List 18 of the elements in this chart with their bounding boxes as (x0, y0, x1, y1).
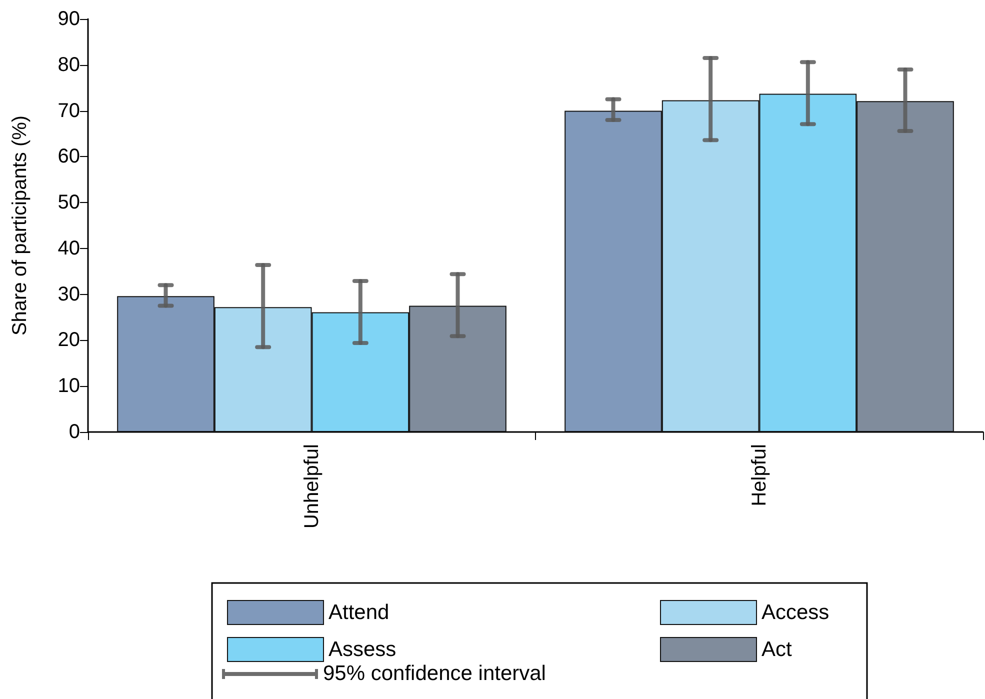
legend-label: Access (762, 601, 830, 624)
y-tick-label: 50 (58, 192, 80, 214)
x-tick-label: Helpful (748, 444, 770, 506)
y-tick-label: 30 (58, 283, 80, 306)
legend-label: Attend (328, 601, 390, 624)
y-tick-label: 80 (58, 54, 80, 76)
y-tick-label: 60 (58, 146, 80, 168)
text: 95% confidence interval (323, 661, 546, 687)
y-tick-label: 40 (58, 237, 80, 260)
y-tick-label: 20 (58, 329, 80, 352)
x-tick-label: Unhelpful (300, 444, 323, 529)
legend-label: Act (762, 638, 792, 661)
y-tick-label: 90 (58, 8, 80, 30)
y-axis-title: Share of participants (%) (9, 115, 31, 336)
y-tick-label: 10 (58, 375, 80, 398)
y-tick-label: 0 (68, 421, 80, 443)
legend-label: Assess (328, 638, 396, 661)
y-tick-label: 70 (58, 100, 80, 122)
